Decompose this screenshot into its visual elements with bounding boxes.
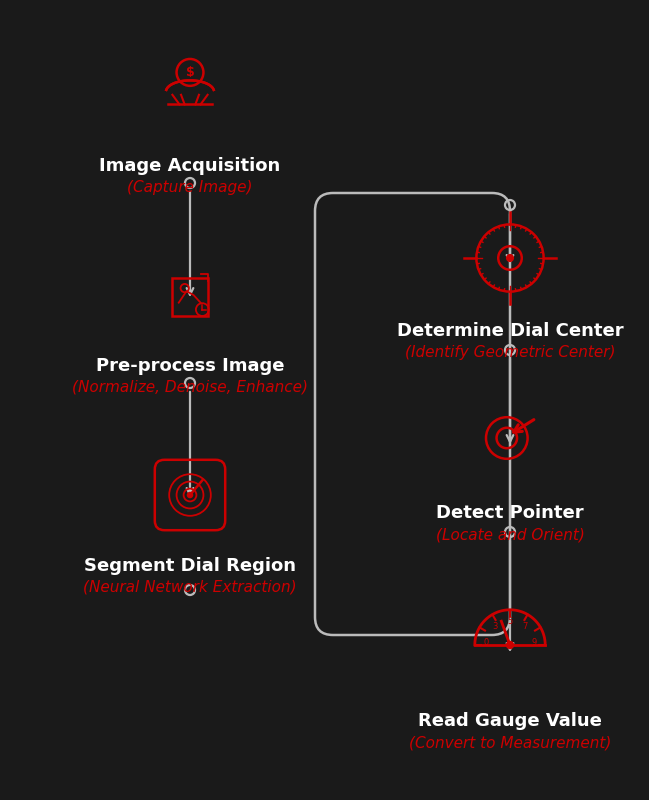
Text: Determine Dial Center: Determine Dial Center	[397, 322, 623, 340]
Text: (Neural Network Extraction): (Neural Network Extraction)	[83, 580, 297, 595]
Text: Image Acquisition: Image Acquisition	[99, 157, 280, 175]
Text: Detect Pointer: Detect Pointer	[436, 504, 584, 522]
Text: 9: 9	[532, 638, 537, 647]
Text: $: $	[186, 66, 194, 79]
Text: (Capture Image): (Capture Image)	[127, 180, 252, 195]
Text: (Locate and Orient): (Locate and Orient)	[435, 527, 585, 542]
Text: 3: 3	[492, 622, 497, 631]
Text: Segment Dial Region: Segment Dial Region	[84, 557, 296, 575]
Text: (Identify Geometric Center): (Identify Geometric Center)	[405, 345, 615, 360]
Text: 5: 5	[508, 617, 513, 626]
Text: 0: 0	[484, 638, 489, 647]
Text: Pre-process Image: Pre-process Image	[96, 357, 284, 375]
Circle shape	[507, 254, 513, 262]
Text: Read Gauge Value: Read Gauge Value	[418, 712, 602, 730]
Text: (Normalize, Denoise, Enhance): (Normalize, Denoise, Enhance)	[72, 380, 308, 395]
Circle shape	[188, 493, 193, 498]
Text: 7: 7	[522, 622, 528, 631]
Circle shape	[506, 642, 513, 649]
Text: (Convert to Measurement): (Convert to Measurement)	[409, 735, 611, 750]
